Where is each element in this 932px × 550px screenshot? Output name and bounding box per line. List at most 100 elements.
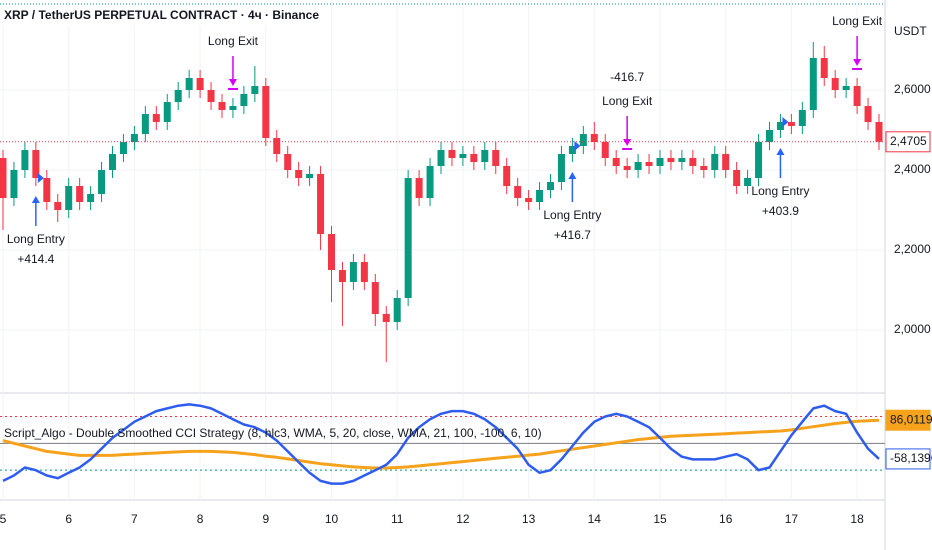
candle-body	[656, 158, 664, 166]
candle-body	[174, 90, 182, 102]
x-tick-label: 13	[522, 512, 536, 526]
candle-body	[470, 154, 478, 162]
candle-body	[525, 198, 533, 202]
candle-body	[196, 78, 204, 90]
exit-label: Long Exit	[602, 94, 653, 108]
candle-body	[295, 170, 303, 178]
exit-arrow-head	[853, 59, 862, 66]
exit-arrow-head	[228, 79, 237, 86]
candle-body	[338, 270, 346, 282]
candle-body	[459, 154, 467, 158]
candle-body	[317, 174, 325, 234]
candle-body	[645, 162, 653, 166]
candle-body	[744, 178, 752, 186]
candle-body	[787, 122, 795, 126]
candle-body	[481, 150, 489, 162]
x-tick-label: 6	[65, 512, 72, 526]
title-background	[0, 6, 330, 26]
indicator-value-box	[885, 409, 931, 431]
candle-body	[557, 154, 565, 182]
last-price-label: 2,4705	[890, 134, 927, 148]
candle-body	[32, 150, 40, 178]
candle-body	[601, 142, 609, 158]
candle-body	[536, 190, 544, 202]
entry-label: +403.9	[762, 204, 799, 218]
exit-arrow-head	[623, 139, 632, 146]
candle-body	[185, 78, 193, 90]
candle-body	[853, 86, 861, 106]
candle-body	[273, 138, 281, 154]
x-tick-label: 10	[325, 512, 339, 526]
exit-label: -416.7	[610, 70, 644, 84]
candle-body	[119, 142, 127, 154]
candle-body	[766, 130, 773, 142]
candle-body	[722, 154, 730, 170]
indicator-line	[2, 403, 880, 485]
candle-body	[667, 158, 675, 162]
candle-body	[623, 166, 631, 170]
entry-arrow-head	[568, 172, 577, 179]
candle-body	[776, 122, 784, 130]
candle-body	[10, 170, 18, 198]
entry-label: +416.7	[554, 228, 591, 242]
candle-body	[831, 78, 839, 90]
candle-body	[448, 150, 456, 158]
indicator-value-label: -58,1396	[890, 451, 932, 465]
candle-body	[875, 122, 883, 142]
candle-body	[612, 158, 620, 166]
candle-body	[590, 134, 598, 142]
entry-marker	[574, 141, 581, 151]
candle-body	[678, 158, 686, 162]
candle-body	[842, 86, 850, 90]
entry-arrow-head	[31, 196, 40, 203]
candle-body	[240, 94, 248, 106]
candle-body	[514, 186, 522, 198]
x-tick-label: 14	[588, 512, 602, 526]
candle-body	[404, 178, 412, 298]
x-tick-label: 17	[785, 512, 799, 526]
x-tick-label: 16	[719, 512, 733, 526]
x-tick-label: 8	[197, 512, 204, 526]
candle-body	[207, 90, 215, 102]
x-tick-label: 7	[131, 512, 138, 526]
candle-body	[109, 154, 116, 170]
candle-body	[798, 110, 806, 126]
candle-body	[711, 154, 719, 170]
candle-body	[43, 178, 51, 202]
candle-body	[87, 194, 95, 202]
chart-title: XRP / TetherUS PERPETUAL CONTRACT · 4ч ·…	[4, 8, 319, 22]
indicator-value-box	[885, 448, 931, 470]
y-tick-label: 2,6000	[894, 82, 931, 96]
candle-body	[503, 166, 511, 186]
candle-body	[733, 170, 741, 186]
candle-body	[689, 158, 697, 166]
candle-body	[579, 134, 587, 146]
candle-body	[163, 102, 171, 122]
currency-label: USDT	[894, 24, 927, 38]
x-tick-label: 18	[850, 512, 864, 526]
candle-body	[426, 166, 434, 198]
indicator-title: Script_Algo - Double Smoothed CCI Strate…	[4, 426, 542, 440]
candle-body	[755, 142, 763, 178]
candle-body	[152, 114, 160, 122]
candle-body	[262, 86, 270, 138]
candle-body	[700, 166, 708, 170]
candle-body	[21, 150, 29, 170]
candle-body	[141, 114, 149, 134]
x-tick-label: 12	[456, 512, 470, 526]
y-tick-label: 2,0000	[894, 322, 931, 336]
exit-label: Long Exit	[832, 14, 883, 28]
indicator-line	[2, 418, 880, 470]
y-tick-label: 2,2000	[894, 242, 931, 256]
candle-body	[130, 134, 138, 142]
candle-body	[306, 174, 314, 178]
candle-body	[218, 102, 226, 110]
candle-body	[76, 186, 84, 202]
candle-body	[360, 262, 368, 282]
entry-arrow-head	[776, 148, 785, 155]
candle-body	[98, 170, 106, 194]
y-tick-label: 2,4000	[894, 162, 931, 176]
entry-label: Long Entry	[751, 184, 809, 198]
